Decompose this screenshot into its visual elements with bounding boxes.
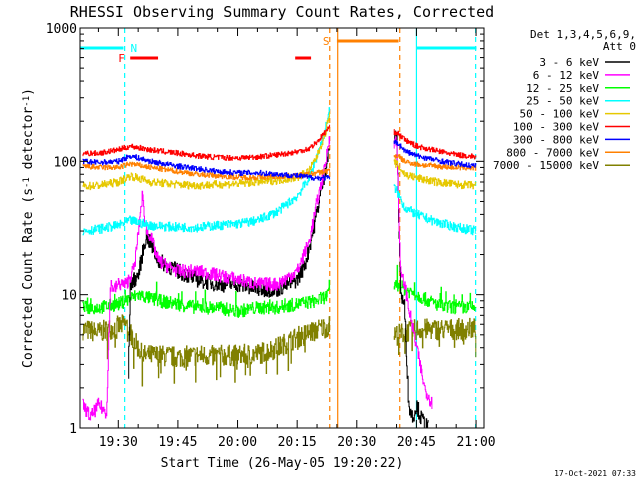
- series-line-5-part-2: [393, 159, 477, 190]
- x-tick-label: 20:00: [218, 435, 257, 450]
- plot-area: NF S: [80, 28, 477, 428]
- y-tick-label: 1000: [46, 22, 77, 37]
- legend-header-line: Att 0: [603, 40, 636, 53]
- legend-label-6: 100 - 300 keV: [513, 121, 599, 134]
- legend-label-3: 12 - 25 keV: [526, 82, 599, 95]
- legend-label-9: 7000 - 15000 keV: [493, 159, 599, 172]
- series-line-4-part-1: [82, 107, 331, 236]
- series-line-8-part-2: [393, 154, 477, 171]
- legend-label-4: 25 - 50 keV: [526, 95, 599, 108]
- series-line-6-part-2: [393, 129, 477, 160]
- y-axis-label-part: detector: [21, 107, 36, 178]
- series-line-9-part-1: [82, 314, 331, 387]
- legend-header-line: Det 1,3,4,5,6,9,: [530, 28, 636, 41]
- plot-frame: [79, 27, 485, 429]
- flag-label-S: S: [323, 35, 330, 48]
- series-line-4-part-2: [393, 184, 477, 236]
- x-axis-label: Start Time (26-May-05 19:20:22): [161, 456, 404, 471]
- timestamp: 17-Oct-2021 07:33: [554, 469, 636, 478]
- y-axis-label-superscript: -1: [22, 96, 32, 107]
- series-line-6-part-1: [82, 124, 331, 161]
- chart-title: RHESSI Observing Summary Count Rates, Co…: [70, 3, 494, 21]
- legend-label-7: 300 - 800 keV: [513, 133, 599, 146]
- x-tick-label: 20:15: [278, 435, 317, 450]
- y-axis-label: Corrected Count Rate (s-1 detector-1): [21, 88, 36, 368]
- series-line-3-part-2: [393, 264, 477, 315]
- flag-label-F: F: [118, 52, 125, 65]
- y-tick-label: 10: [61, 289, 77, 304]
- legend-label-8: 800 - 7000 keV: [506, 146, 599, 159]
- x-tick-label: 20:30: [337, 435, 376, 450]
- x-tick-label: 21:00: [456, 435, 495, 450]
- series-line-9-part-2: [393, 317, 477, 358]
- x-tick-label: 20:45: [397, 435, 436, 450]
- legend-label-1: 3 - 6 keV: [539, 56, 599, 69]
- series-line-7-part-2: [393, 139, 477, 169]
- legend-label-2: 6 - 12 keV: [533, 69, 600, 82]
- x-tick-label: 19:45: [158, 435, 197, 450]
- y-axis-label-superscript: -1: [22, 177, 32, 188]
- y-axis-label-part: Corrected Count Rate (s: [21, 188, 36, 368]
- series-line-7-part-1: [82, 154, 331, 182]
- plot-clip-group: [82, 28, 477, 428]
- series-line-3-part-1: [82, 279, 331, 318]
- series-line-2-part-2: [393, 136, 433, 409]
- x-tick-label: 19:30: [99, 435, 138, 450]
- y-tick-label: 100: [54, 155, 77, 170]
- series-line-2-part-1: [82, 136, 331, 421]
- flag-label-N: N: [130, 42, 137, 55]
- legend-label-5: 50 - 100 keV: [520, 108, 600, 121]
- y-axis-label-part: ): [21, 88, 36, 96]
- axes: 1 10 100 1000 19:30 19:45 20:00 20:15 20:30 20:45…: [46, 22, 496, 450]
- series-line-5-part-1: [82, 112, 331, 191]
- y-tick-label: 1: [69, 422, 77, 437]
